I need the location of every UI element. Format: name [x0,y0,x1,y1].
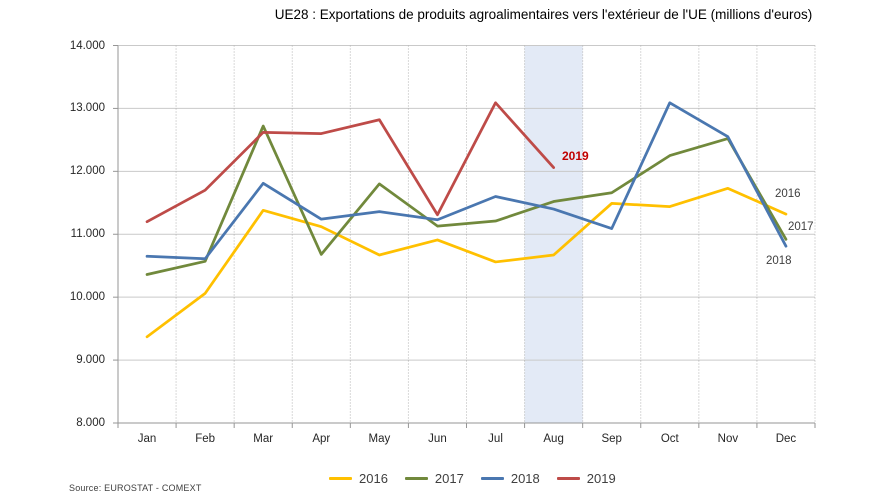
y-axis-tick-label: 13.000 [69,102,105,115]
legend-swatch-2018-icon [480,477,504,480]
chart-title: UE28 : Exportations de produits agroalim… [274,7,813,22]
y-axis-tick-label: 14.000 [69,39,105,52]
y-axis-tick-label: 10.000 [69,291,105,304]
series-end-label-2017: 2017 [788,221,814,233]
x-axis-tick-label: May [368,433,391,445]
y-axis-tick-label: 11.000 [70,228,105,241]
x-axis-tick-label: Jul [488,433,503,445]
y-axis-tick-label: 8.000 [76,417,105,429]
legend: 2016 2017 2018 2019 [329,471,616,486]
legend-item-2018: 2018 [480,471,540,486]
legend-swatch-2019-icon [556,477,580,480]
x-axis-tick-label: Nov [717,433,739,445]
legend-swatch-2017-icon [404,477,428,480]
legend-item-2019: 2019 [556,471,616,486]
x-axis-tick-label: Jan [137,433,157,445]
series-end-label-2016: 2016 [775,188,801,200]
legend-item-2016: 2016 [329,471,388,486]
legend-label-2017: 2017 [434,471,464,486]
source-note: Source: EUROSTAT - COMEXT [69,483,202,493]
series-annotation-2019: 2019 [562,149,589,163]
y-axis-tick-label: 12.000 [69,165,105,178]
legend-swatch-2016-icon [329,477,352,480]
x-axis-tick-label: Oct [660,433,679,445]
x-axis-tick-label: Sep [601,433,622,445]
legend-label-2018: 2018 [510,471,540,486]
legend-item-2017: 2017 [404,471,464,486]
legend-label-2016: 2016 [359,471,388,486]
x-axis-tick-label: Jun [428,433,447,445]
x-axis-tick-label: Aug [543,433,564,445]
y-axis-tick-label: 9.000 [76,354,105,367]
x-axis-tick-label: Apr [312,433,331,445]
x-axis-tick-label: Feb [195,433,216,445]
x-axis-tick-label: Dec [775,433,797,445]
series-end-label-2018: 2018 [766,255,792,267]
x-axis-tick-label: Mar [253,433,274,445]
legend-label-2019: 2019 [586,471,616,486]
